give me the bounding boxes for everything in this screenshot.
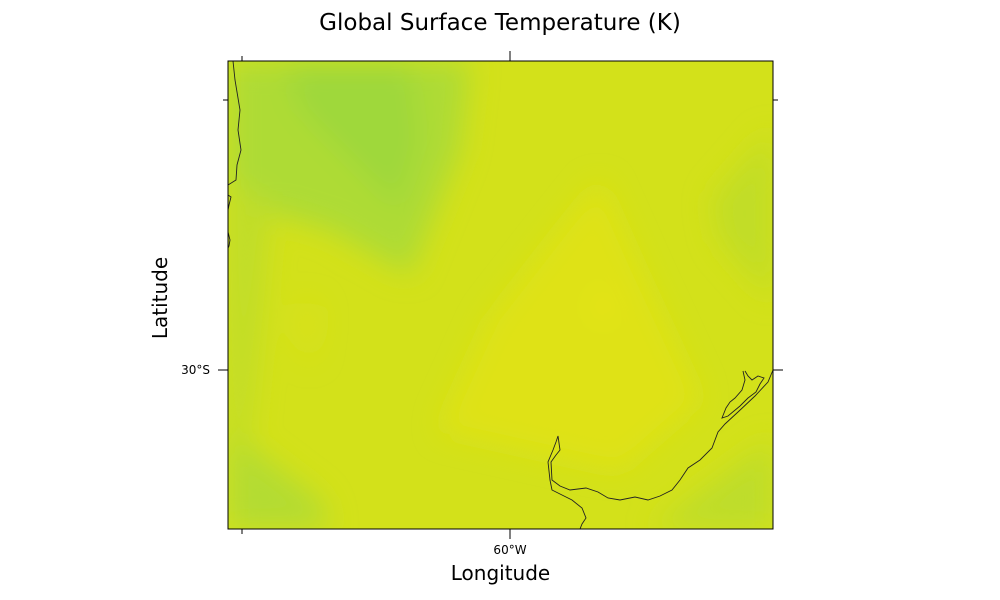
warm-core (590, 285, 615, 325)
x-tick-label: 60°W (493, 543, 527, 557)
y-tick-label: 30°S (181, 363, 210, 377)
warm-tongue-left (298, 300, 318, 365)
y-axis-label: Latitude (148, 256, 172, 340)
plot-frame (227, 60, 774, 530)
coastlines (228, 61, 773, 529)
coastline-west (228, 61, 242, 186)
map-title: Global Surface Temperature (K) (319, 10, 681, 36)
temperature-field (228, 61, 773, 529)
coastline-southeast (547, 369, 773, 529)
cool-edge-right (712, 130, 773, 300)
x-axis-label: Longitude (450, 561, 551, 585)
cool-region-core (285, 61, 420, 210)
cool-corner-bottom-right (650, 440, 773, 529)
cool-corner-bottom-left (228, 430, 330, 529)
coastline-estuary (721, 370, 765, 419)
warm-region (440, 180, 700, 470)
tick-marks (218, 51, 783, 539)
